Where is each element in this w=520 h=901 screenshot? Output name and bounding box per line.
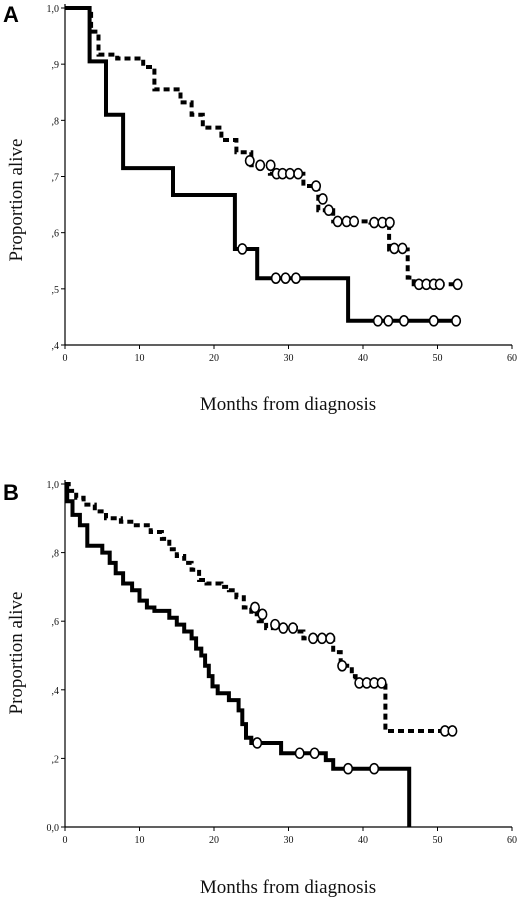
panel-b-dashed-censor-mark [249,601,260,614]
panel-a-ticks: 0 10 20 30 40 50 60 ,4 ,5 ,6 ,7 ,8 ,9 1,0 [47,4,518,364]
panel-b-dashed-censor-mark [447,725,458,737]
panel-a-dashed-censor-mark [244,154,255,167]
panel-b-x-tick-label: 20 [209,835,219,846]
panel-a-x-axis-title: Months from diagnosis [200,394,376,415]
panel-b-y-axis-title: Proportion alive [6,592,27,715]
panel-b-y-tick-label: ,8 [52,549,60,560]
panel-b-x-tick-label: 0 [63,835,68,846]
panel-b-curves [65,482,458,827]
panel-a-y-tick-label: ,8 [52,116,60,127]
panel-a-solid-censor-mark [428,315,439,327]
panel-a-solid-censor-mark [237,243,248,255]
panel-a-y-tick-label: ,9 [52,60,60,71]
panel-a-dashed-censor-mark [317,193,328,205]
panel-a-dashed-censor-mark [397,242,408,255]
panel-a-label: A [3,2,19,27]
panel-a-x-tick-label: 10 [135,353,145,364]
panel-b-x-tick-label: 50 [433,835,443,846]
panel-b-dashed-censor-mark [278,622,289,634]
panel-b-solid-censor-mark [252,737,263,749]
panel-b-solid-censor-mark [294,747,305,760]
panel-a-x-tick-label: 0 [63,353,68,364]
panel-a-y-tick-label: 1,0 [47,4,60,15]
panel-b-dashed-censor-mark [270,618,281,631]
panel-b-y-tick-label: 1,0 [47,480,60,491]
panel-b-dashed-censor-mark [317,632,328,645]
panel-a-x-tick-label: 60 [507,353,517,364]
panel-a-solid-censor-mark [280,272,291,284]
panel-b-y-tick-label: ,2 [52,754,60,765]
panel-a-curves [65,6,463,327]
panel-a-solid-censor-mark [270,272,281,284]
panel-a-dashed-censor-mark [434,278,445,291]
panel-a-dashed-censor-mark [332,215,343,228]
panel-a: A Proportion alive Months from diagnosis… [3,2,517,415]
panel-b-y-tick-label: ,4 [52,686,60,697]
panel-a-dashed-censor-mark [323,204,334,216]
panel-a-y-tick-label: ,6 [52,229,60,240]
panel-a-x-tick-label: 30 [284,353,294,364]
panel-a-dashed-censor-mark [349,215,360,228]
panel-b-solid-censor-mark [343,762,354,775]
panel-a-x-tick-label: 40 [358,353,368,364]
panel-b-x-tick-label: 60 [507,835,517,846]
panel-a-solid-survival-curve [65,6,460,323]
panel-a-dashed-survival-curve [65,6,460,287]
panel-b-solid-censor-mark [369,762,380,775]
panel-b-ticks: 0 10 20 30 40 50 60 0,0 ,2 ,4 ,6 ,8 1,0 [47,480,518,846]
panel-b-x-axis-title: Months from diagnosis [200,877,376,898]
panel-a-x-tick-label: 50 [433,353,443,364]
panel-a-dashed-censor-mark [369,216,380,229]
panel-a-dashed-censor-mark [311,180,322,192]
panel-a-y-axis-title: Proportion alive [6,139,27,262]
panel-a-y-tick-label: ,4 [52,341,60,352]
panel-b-dashed-censor-mark [257,608,268,621]
panel-a-solid-censor-mark [383,315,394,327]
panel-b: B Proportion alive Months from diagnosis… [3,480,517,898]
panel-a-solid-censor-mark [398,315,409,327]
panel-b-dashed-censor-mark [337,659,348,672]
panel-b-dashed-censor-mark [325,632,336,645]
panel-a-dashed-censor-mark [293,167,304,180]
panel-a-dashed-censor-mark [384,216,395,229]
panel-a-dashed-censor-mark [284,167,295,180]
panel-b-x-tick-label: 40 [358,835,368,846]
panel-b-dashed-censor-mark [287,622,298,634]
panel-a-dashed-censor-mark [452,278,463,291]
panel-b-x-tick-label: 30 [284,835,294,846]
panel-b-y-tick-label: 0,0 [47,823,60,834]
panel-a-y-tick-label: ,5 [52,285,60,296]
panel-a-dashed-censor-mark [255,159,266,172]
panel-b-dashed-censor-mark [308,632,319,645]
panel-a-dashed-censor-mark [389,242,400,255]
panel-b-x-tick-label: 10 [135,835,145,846]
panel-a-solid-censor-mark [451,315,462,327]
panel-a-dashed-censor-mark [265,159,276,172]
panel-b-y-tick-label: ,6 [52,617,60,628]
panel-b-solid-censor-mark [309,747,320,760]
panel-a-solid-censor-mark [290,272,301,284]
panel-b-solid-survival-curve [65,482,412,827]
panel-b-label: B [3,480,19,505]
panel-a-x-tick-label: 20 [209,353,219,364]
panel-a-y-tick-label: ,7 [52,173,60,184]
panel-b-dashed-censor-mark [376,677,387,689]
panel-a-solid-censor-mark [372,315,383,327]
